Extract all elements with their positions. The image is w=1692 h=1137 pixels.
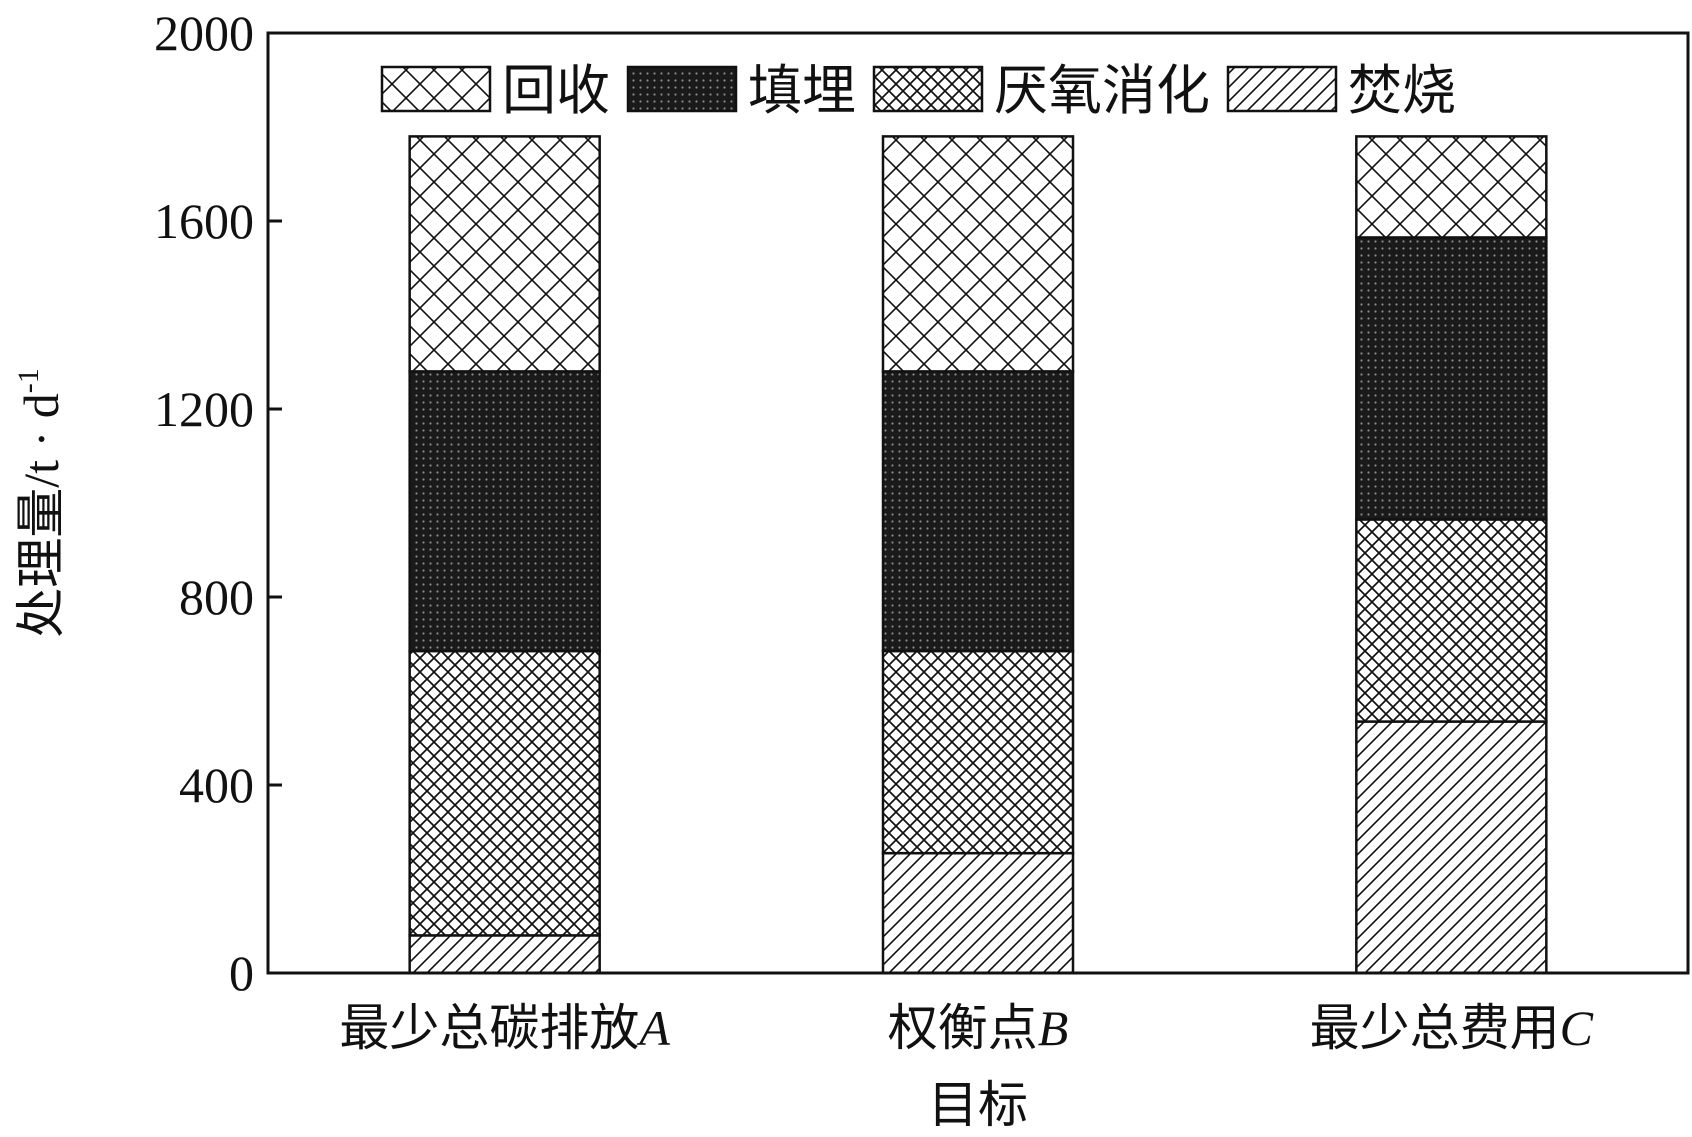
y-tick-label-1200: 1200 bbox=[154, 381, 254, 437]
bar-b-series-1 bbox=[881, 649, 1075, 855]
x-category-label-a: 最少总碳排放A bbox=[339, 999, 670, 1057]
bar-c-series-2 bbox=[1355, 236, 1548, 521]
bar-a-series-1 bbox=[408, 649, 601, 937]
x-category-text: 最少总费用 bbox=[1310, 999, 1560, 1057]
y-axis-title: 处理量/t · d-1 bbox=[12, 368, 70, 637]
x-axis-title: 目标 bbox=[928, 1076, 1028, 1134]
y-tick-label-0: 0 bbox=[229, 945, 254, 1001]
x-category-letter: B bbox=[1038, 1000, 1069, 1056]
legend-label-3: 焚烧 bbox=[1348, 59, 1456, 122]
x-category-label-c: 最少总费用C bbox=[1310, 999, 1594, 1057]
y-axis-title-unit: /t · d bbox=[13, 393, 69, 487]
plot-frame bbox=[266, 31, 1690, 975]
x-axis-category-labels: 最少总碳排放A 权衡点B 最少总费用C bbox=[339, 999, 1593, 1057]
bar-a-series-3 bbox=[408, 135, 601, 373]
x-category-label-b: 权衡点B bbox=[888, 999, 1069, 1057]
y-axis: 0 400 800 1200 1600 2000 bbox=[154, 5, 282, 1001]
legend-swatch-2 bbox=[872, 65, 984, 113]
bar-c-series-0 bbox=[1355, 720, 1548, 975]
bar-a-series-2 bbox=[408, 370, 601, 653]
y-tick-label-2000: 2000 bbox=[154, 5, 254, 61]
x-category-text: 最少总碳排放 bbox=[339, 999, 639, 1057]
legend-swatch-1 bbox=[626, 65, 738, 113]
bar-b-series-2 bbox=[881, 370, 1075, 653]
y-axis-title-sup: -1 bbox=[12, 368, 45, 393]
legend: 回收 填埋 厌氧消化 焚烧 bbox=[380, 59, 1456, 122]
y-axis-title-main: 处理量 bbox=[12, 488, 70, 638]
legend-label-0: 回收 bbox=[502, 59, 610, 122]
x-category-text: 权衡点 bbox=[888, 999, 1038, 1057]
bar-c-series-3 bbox=[1355, 135, 1548, 239]
legend-label-2: 厌氧消化 bbox=[994, 59, 1210, 122]
x-category-letter: C bbox=[1560, 1000, 1594, 1056]
x-category-letter: A bbox=[636, 1000, 670, 1056]
y-tick-label-1600: 1600 bbox=[154, 193, 254, 249]
legend-swatch-3 bbox=[1226, 65, 1338, 113]
bar-b-series-0 bbox=[881, 851, 1075, 975]
y-tick-label-800: 800 bbox=[179, 569, 254, 625]
bar-c-series-1 bbox=[1355, 518, 1548, 723]
bars-layer bbox=[408, 135, 1548, 975]
bar-a-series-0 bbox=[408, 934, 601, 975]
y-tick-label-400: 400 bbox=[179, 757, 254, 813]
legend-label-1: 填埋 bbox=[748, 59, 856, 122]
bar-b-series-3 bbox=[881, 135, 1075, 373]
legend-swatch-0 bbox=[380, 65, 492, 113]
